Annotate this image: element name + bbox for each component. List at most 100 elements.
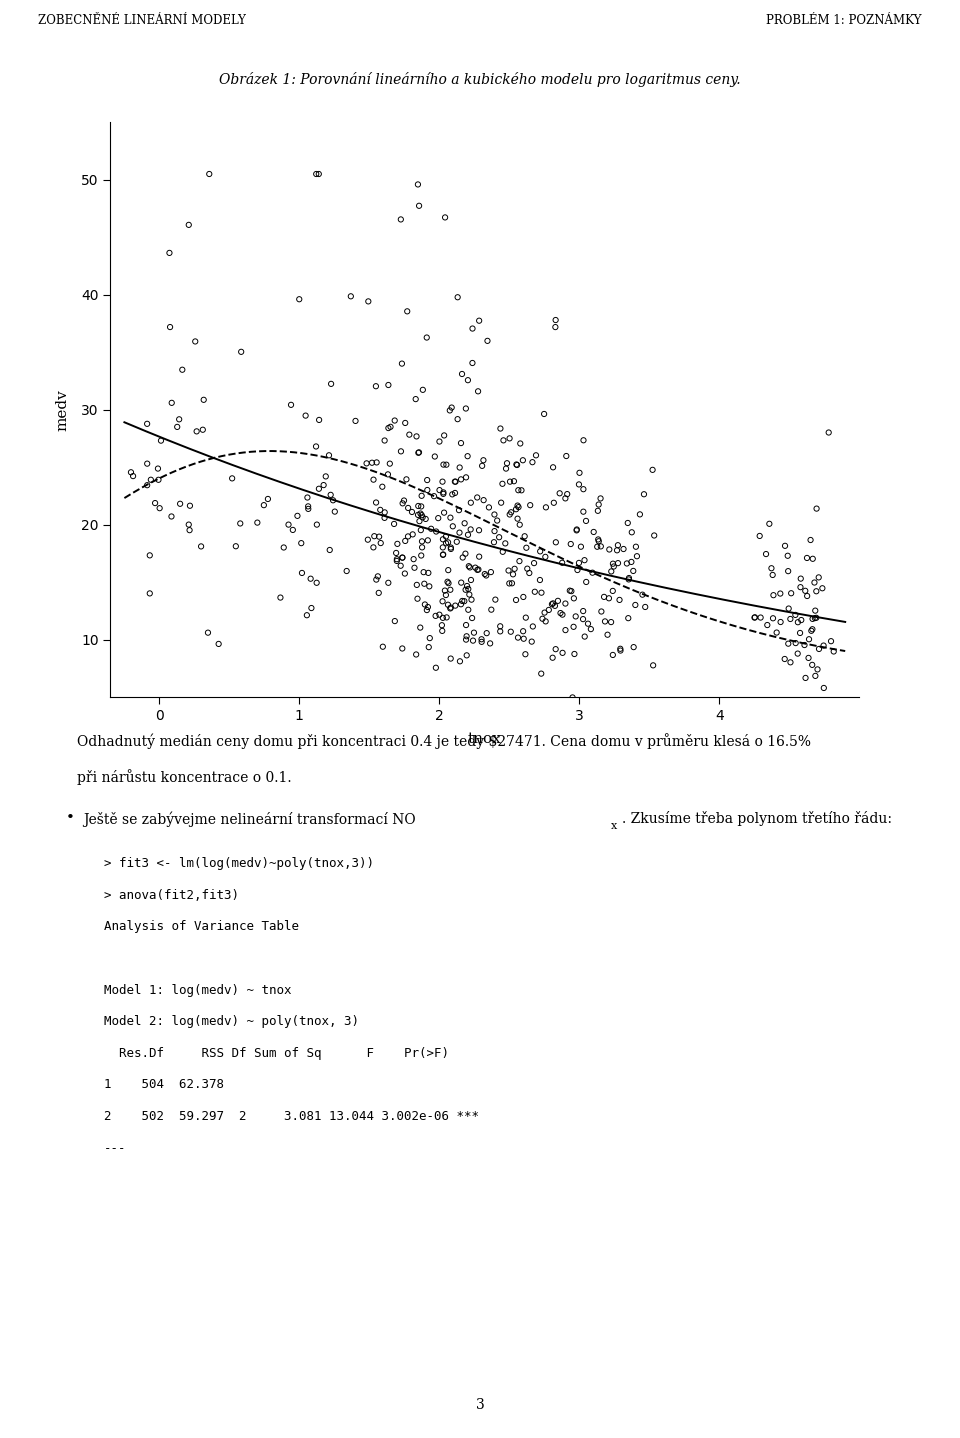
Point bbox=[465, 351, 480, 374]
Point bbox=[620, 512, 636, 535]
Text: Odhadnutý medián ceny domu při koncentraci 0.4 je tedy $27471. Cena domu v průmě: Odhadnutý medián ceny domu při koncentra… bbox=[77, 733, 811, 749]
Point bbox=[432, 479, 447, 502]
Point bbox=[435, 528, 450, 551]
Point bbox=[507, 558, 522, 581]
Point bbox=[405, 523, 420, 546]
Point bbox=[510, 453, 525, 476]
Point bbox=[181, 519, 197, 542]
Point bbox=[413, 502, 428, 525]
Point bbox=[464, 588, 479, 611]
Point bbox=[601, 587, 616, 610]
Point bbox=[151, 469, 166, 492]
Point bbox=[510, 495, 525, 518]
Text: ---: --- bbox=[104, 1142, 126, 1155]
Point bbox=[481, 496, 496, 519]
Point bbox=[377, 429, 393, 452]
Point bbox=[478, 564, 493, 587]
Point bbox=[492, 620, 508, 643]
Point bbox=[460, 368, 475, 391]
Point bbox=[139, 452, 155, 475]
Point bbox=[575, 600, 590, 623]
Point bbox=[569, 518, 585, 541]
Point bbox=[612, 588, 627, 611]
Point bbox=[816, 676, 831, 699]
Point bbox=[793, 567, 808, 590]
Point bbox=[444, 536, 459, 559]
Point bbox=[494, 472, 510, 495]
Point bbox=[790, 611, 805, 634]
Point bbox=[415, 529, 430, 552]
Point bbox=[189, 420, 204, 443]
Point bbox=[444, 597, 459, 620]
Point bbox=[441, 572, 456, 595]
Point bbox=[458, 466, 473, 489]
Point bbox=[427, 444, 443, 467]
Point bbox=[502, 427, 517, 450]
Point bbox=[443, 506, 458, 529]
Point bbox=[571, 551, 587, 574]
Point bbox=[457, 590, 472, 613]
Point bbox=[361, 290, 376, 313]
Point bbox=[628, 535, 643, 558]
Point bbox=[629, 545, 644, 568]
Point bbox=[797, 634, 812, 657]
Point bbox=[142, 544, 157, 567]
Point bbox=[780, 559, 796, 582]
Point bbox=[492, 417, 508, 440]
Point bbox=[410, 587, 425, 610]
Text: > anova(fit2,fit3): > anova(fit2,fit3) bbox=[104, 889, 239, 902]
Point bbox=[172, 408, 187, 431]
Point bbox=[646, 523, 661, 546]
Point bbox=[436, 480, 451, 503]
Point bbox=[544, 592, 560, 615]
Point bbox=[435, 544, 450, 567]
Point bbox=[488, 588, 503, 611]
Point bbox=[414, 495, 429, 518]
Point bbox=[381, 417, 396, 440]
Point bbox=[455, 590, 470, 613]
Point bbox=[256, 493, 272, 516]
Point bbox=[576, 500, 591, 523]
Point bbox=[413, 519, 428, 542]
Point bbox=[483, 631, 498, 654]
Point bbox=[589, 535, 605, 558]
Point bbox=[465, 316, 480, 339]
Point bbox=[758, 542, 774, 565]
Point bbox=[420, 529, 436, 552]
Point bbox=[228, 535, 244, 558]
Point bbox=[443, 398, 458, 421]
Point bbox=[395, 546, 410, 569]
Point bbox=[802, 628, 817, 651]
Point bbox=[555, 641, 570, 664]
Point bbox=[440, 571, 455, 594]
Text: Model 2: log(medv) ~ poly(tnox, 3): Model 2: log(medv) ~ poly(tnox, 3) bbox=[104, 1015, 359, 1028]
Point bbox=[470, 380, 486, 403]
Point bbox=[547, 594, 563, 617]
Point bbox=[451, 499, 467, 522]
Point bbox=[747, 605, 762, 628]
Point bbox=[808, 607, 824, 630]
Point bbox=[513, 431, 528, 454]
Point bbox=[571, 473, 587, 496]
Point bbox=[558, 618, 573, 641]
Point bbox=[389, 549, 404, 572]
Point bbox=[610, 539, 625, 562]
Point bbox=[373, 532, 389, 555]
Point bbox=[495, 541, 511, 564]
Point bbox=[409, 574, 424, 597]
Point bbox=[420, 598, 435, 621]
Point bbox=[414, 503, 429, 526]
Point bbox=[563, 580, 578, 603]
Point bbox=[564, 580, 579, 603]
Point bbox=[393, 554, 408, 577]
Point bbox=[615, 538, 631, 561]
Point bbox=[407, 557, 422, 580]
Point bbox=[311, 408, 326, 431]
Point bbox=[469, 558, 485, 581]
Point bbox=[449, 531, 465, 554]
Point bbox=[487, 519, 502, 542]
Point bbox=[783, 582, 799, 605]
Point bbox=[518, 536, 534, 559]
Text: při nárůstu koncentrace o 0.1.: při nárůstu koncentrace o 0.1. bbox=[77, 769, 292, 785]
Point bbox=[394, 440, 409, 463]
